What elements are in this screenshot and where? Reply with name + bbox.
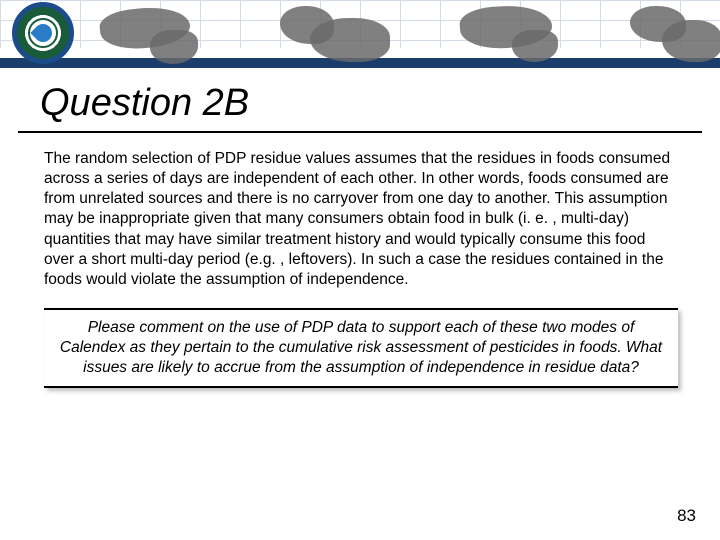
header-banner [0, 0, 720, 68]
body-paragraph: The random selection of PDP residue valu… [0, 133, 720, 290]
prompt-box: Please comment on the use of PDP data to… [44, 308, 678, 388]
continent-shape [150, 30, 198, 64]
epa-seal-logo [12, 2, 74, 64]
slide-title: Question 2B [18, 68, 702, 133]
continent-shape [662, 20, 720, 62]
continent-shape [512, 30, 558, 62]
page-number: 83 [677, 506, 696, 526]
continent-shape [310, 18, 390, 62]
